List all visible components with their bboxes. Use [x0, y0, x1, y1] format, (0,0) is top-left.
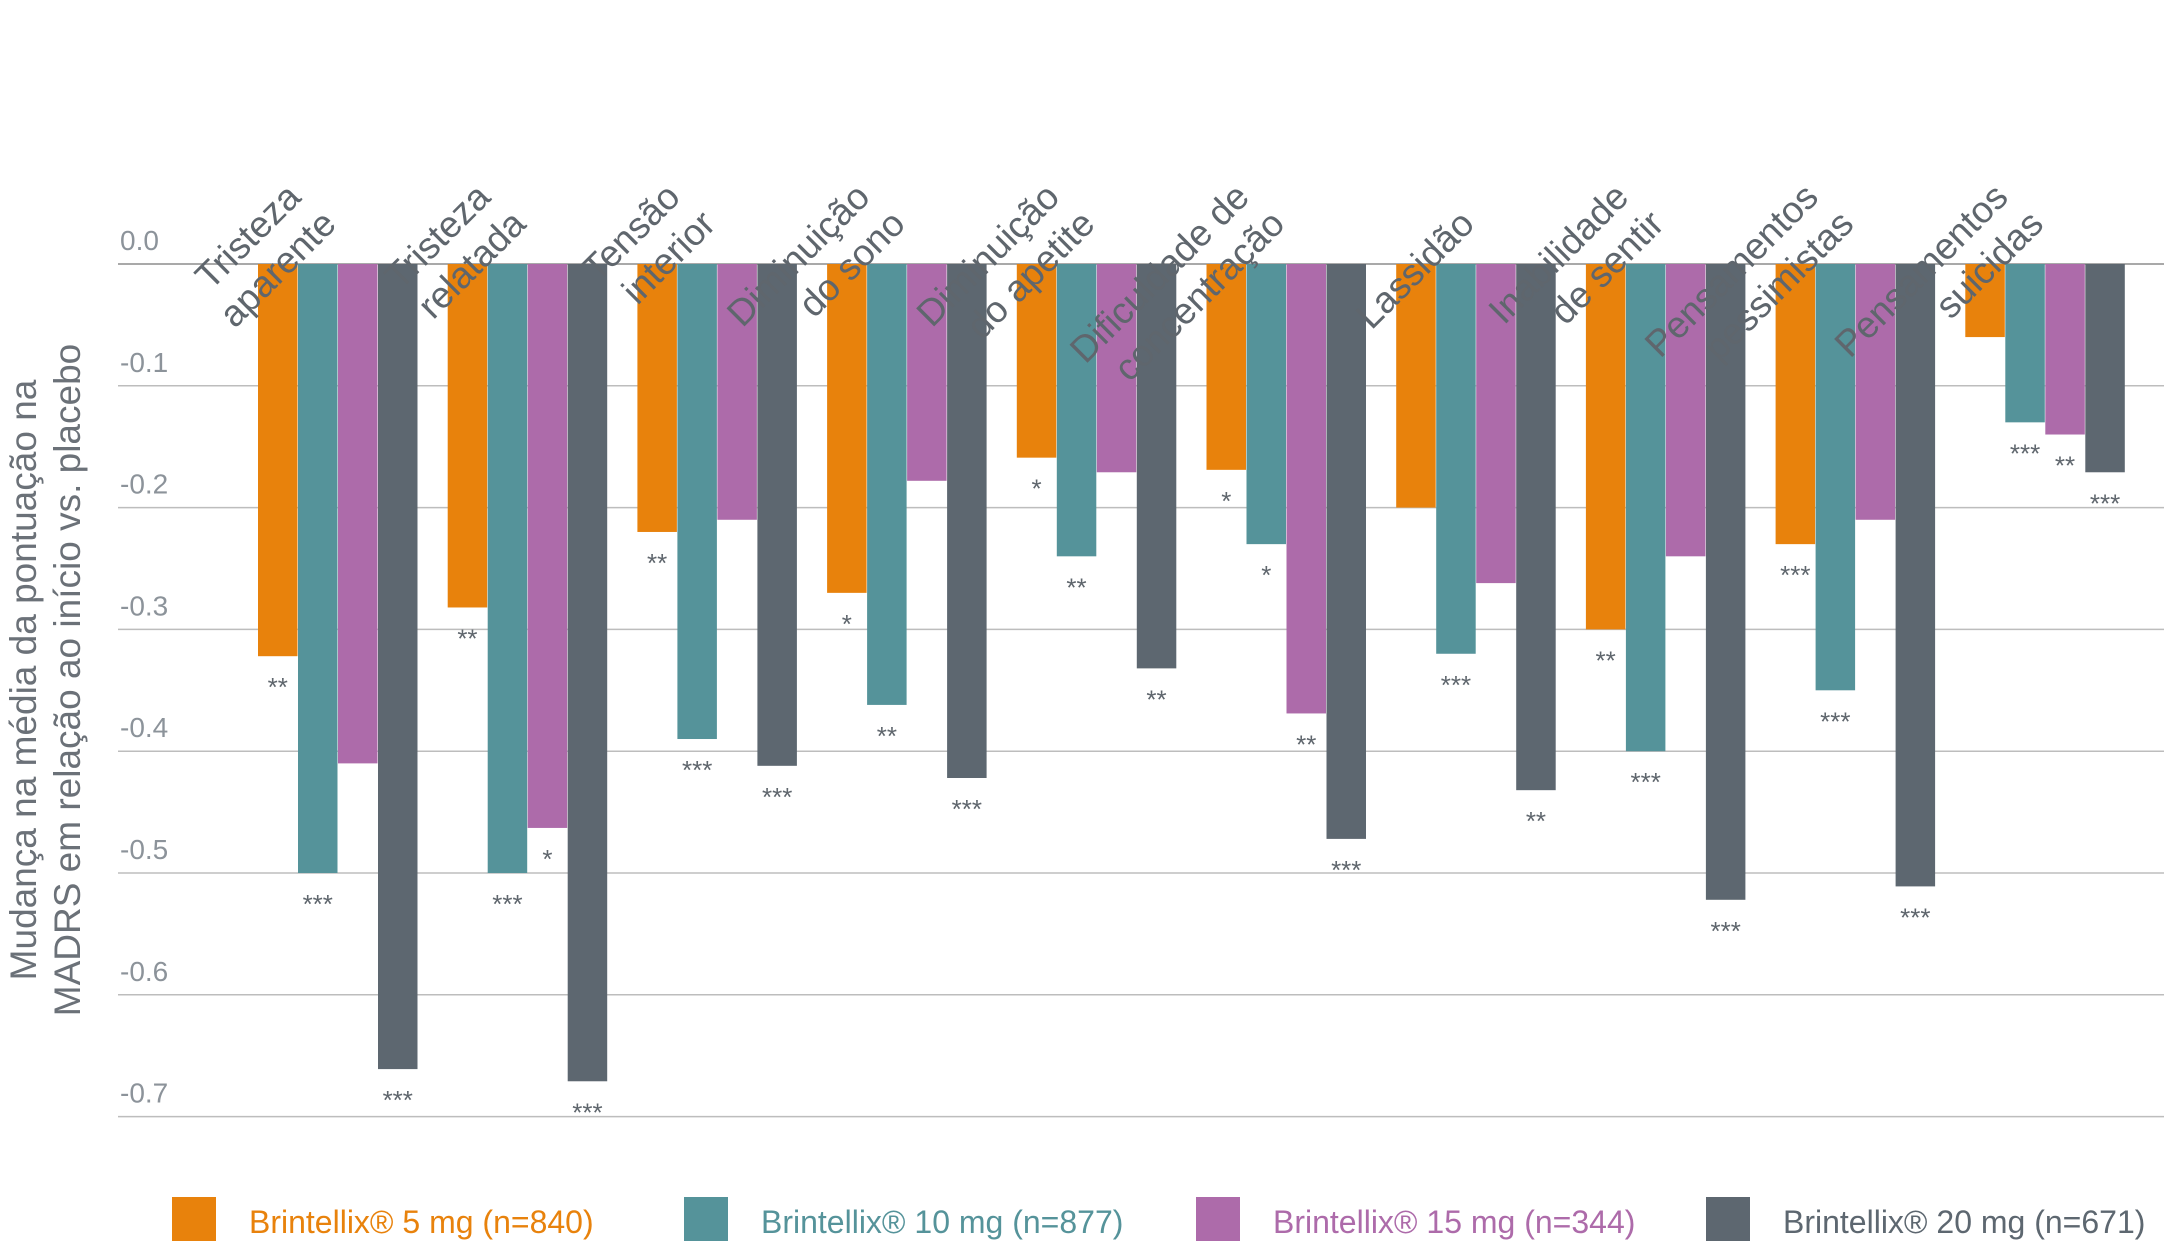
bar — [1625, 264, 1666, 752]
bar — [1516, 264, 1556, 791]
significance-mark: *** — [2090, 488, 2120, 518]
bar — [717, 264, 757, 520]
legend-swatch — [1706, 1197, 1750, 1241]
bar — [1246, 264, 1286, 545]
significance-mark: *** — [1820, 706, 1850, 736]
bar — [1056, 264, 1097, 557]
bar — [527, 264, 568, 828]
legend-swatch — [684, 1197, 728, 1241]
bar — [2005, 264, 2045, 423]
significance-mark: ** — [877, 721, 897, 751]
significance-mark: *** — [383, 1085, 413, 1115]
significance-mark: * — [1031, 474, 1041, 504]
bar — [2085, 264, 2125, 473]
legend-label: Brintellix® 10 mg (n=877) — [761, 1204, 1123, 1240]
bar — [677, 264, 717, 740]
legend-label: Brintellix® 5 mg (n=840) — [249, 1204, 594, 1240]
significance-mark: *** — [952, 794, 982, 824]
y-axis-title: Mudança na média da pontuação na — [3, 379, 44, 980]
significance-mark: ** — [1296, 729, 1316, 759]
legend-label: Brintellix® 20 mg (n=671) — [1783, 1204, 2145, 1240]
bar — [1585, 264, 1626, 630]
bar — [1855, 264, 1896, 520]
significance-mark: *** — [1441, 670, 1471, 700]
significance-mark: * — [542, 844, 552, 874]
bar — [298, 264, 338, 873]
bar — [1895, 264, 1936, 887]
significance-mark: *** — [762, 782, 792, 812]
bar — [947, 264, 987, 778]
bar — [258, 264, 298, 657]
y-tick-label: -0.7 — [120, 1078, 168, 1109]
legend-label: Brintellix® 15 mg (n=344) — [1273, 1204, 1635, 1240]
bar — [907, 264, 947, 481]
bar — [1476, 264, 1516, 584]
bar — [567, 264, 608, 1082]
significance-mark: *** — [1900, 902, 1930, 932]
y-tick-label: 0.0 — [120, 225, 159, 256]
bar — [867, 264, 907, 705]
bar — [1436, 264, 1476, 654]
y-tick-label: -0.5 — [120, 834, 168, 865]
significance-mark: * — [1221, 486, 1231, 516]
significance-mark: ** — [1066, 572, 1086, 602]
bar — [1286, 264, 1326, 714]
y-tick-label: -0.3 — [120, 590, 168, 621]
legend-swatch — [172, 1197, 216, 1241]
bar — [1206, 264, 1246, 470]
significance-mark: ** — [268, 672, 288, 702]
bar — [1965, 264, 2005, 338]
significance-mark: *** — [1780, 560, 1810, 590]
significance-mark: ** — [1596, 645, 1616, 675]
y-axis-title: MADRS em relação ao início vs. placebo — [47, 344, 88, 1016]
significance-mark: ** — [647, 548, 667, 578]
significance-mark: *** — [1630, 767, 1660, 797]
significance-mark: *** — [1710, 916, 1740, 946]
significance-mark: ** — [457, 623, 477, 653]
bar — [637, 264, 677, 532]
significance-mark: *** — [1331, 855, 1361, 885]
significance-mark: *** — [2010, 438, 2040, 468]
bar — [1775, 264, 1816, 545]
bar — [1326, 264, 1366, 839]
significance-mark: * — [842, 609, 852, 639]
significance-mark: *** — [303, 889, 333, 919]
bar — [827, 264, 867, 593]
significance-mark: ** — [1146, 684, 1166, 714]
bar — [1396, 264, 1436, 508]
y-tick-label: -0.6 — [120, 956, 168, 987]
bar — [338, 264, 378, 764]
bar — [1705, 264, 1746, 900]
significance-mark: * — [1261, 560, 1271, 590]
y-tick-label: -0.4 — [120, 712, 168, 743]
y-tick-label: -0.2 — [120, 469, 168, 500]
bar — [378, 264, 418, 1070]
bar — [447, 264, 488, 608]
bar — [1016, 264, 1057, 458]
bar — [1136, 264, 1177, 669]
significance-mark: ** — [2055, 451, 2075, 481]
significance-mark: *** — [572, 1097, 602, 1127]
legend-swatch — [1196, 1197, 1240, 1241]
bar — [1815, 264, 1856, 691]
bar — [1665, 264, 1706, 557]
bar — [757, 264, 797, 766]
bar — [2045, 264, 2085, 435]
significance-mark: *** — [492, 889, 522, 919]
significance-mark: ** — [1526, 806, 1546, 836]
bar — [1096, 264, 1137, 473]
significance-mark: *** — [682, 755, 712, 785]
y-tick-label: -0.1 — [120, 347, 168, 378]
bar — [487, 264, 528, 873]
